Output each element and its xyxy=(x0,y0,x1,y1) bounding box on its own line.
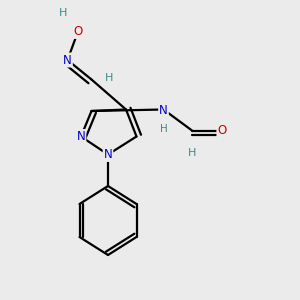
Text: H: H xyxy=(105,73,113,83)
Text: N: N xyxy=(63,53,72,67)
Text: O: O xyxy=(74,25,82,38)
Text: N: N xyxy=(76,130,85,143)
Text: O: O xyxy=(218,124,226,137)
Text: N: N xyxy=(103,148,112,161)
Text: N: N xyxy=(159,104,168,118)
Text: H: H xyxy=(160,124,167,134)
Text: H: H xyxy=(59,8,67,19)
Text: H: H xyxy=(188,148,196,158)
